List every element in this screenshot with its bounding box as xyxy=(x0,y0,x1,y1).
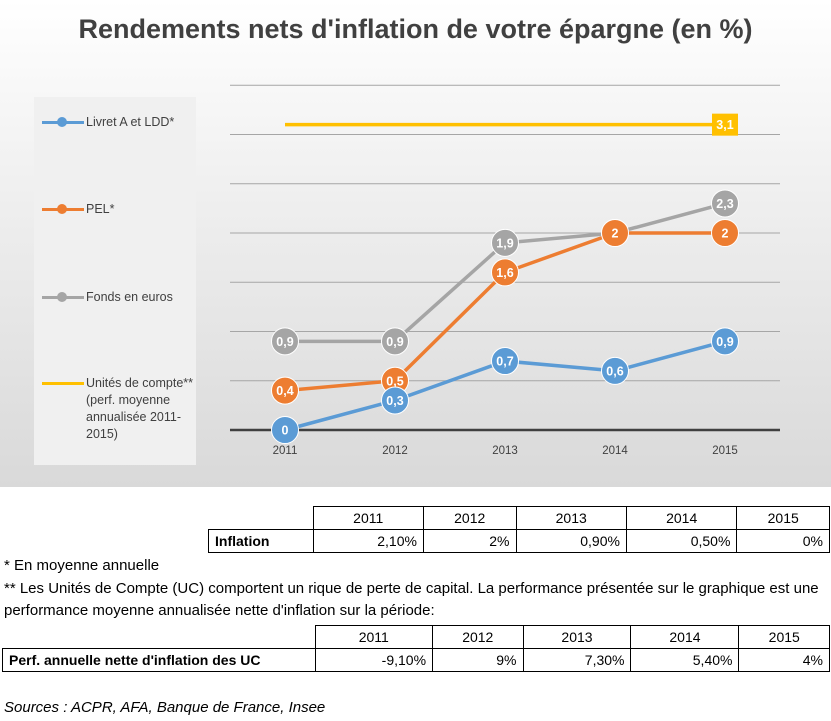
data-point xyxy=(711,189,739,218)
data-label: 2,3 xyxy=(716,197,733,211)
uc-value-2012: 9% xyxy=(432,648,524,672)
legend-label-pel: PEL* xyxy=(86,202,115,216)
chart-title: Rendements nets d'inflation de votre épa… xyxy=(78,14,753,44)
legend-marker-fonds xyxy=(57,292,67,302)
uc-year-2011: 2011 xyxy=(314,625,434,649)
legend-marker-pel xyxy=(57,204,67,214)
inflation-year-2015: 2015 xyxy=(736,506,830,530)
inflation-value-2015: 0% xyxy=(736,529,830,553)
data-point xyxy=(271,376,299,405)
inflation-year-2013: 2013 xyxy=(515,506,627,530)
inflation-year-2011: 2011 xyxy=(312,506,424,530)
inflation-value-2013: 0,90% xyxy=(515,529,627,553)
chart-plot-area: 2011 2012 2013 2014 2015 3,1 0,9 0,9 1,9 2 2,3 0,4 0… xyxy=(230,84,780,457)
uc-year-2013: 2013 xyxy=(522,625,632,649)
chart-legend: Livret A et LDD* PEL* Fonds en euros Uni… xyxy=(34,97,196,465)
data-point xyxy=(271,327,299,356)
inflation-year-2012: 2012 xyxy=(422,506,517,530)
data-point xyxy=(491,228,519,257)
data-point xyxy=(711,219,739,247)
data-point xyxy=(601,219,629,247)
legend-label-uc: Unités de compte** (perf. moyenne annual… xyxy=(86,376,194,441)
uc-table-header-row: 2011 2012 2013 2014 2015 xyxy=(3,625,830,649)
x-tick-label: 2015 xyxy=(712,445,738,457)
data-label: 0,5 xyxy=(386,374,403,388)
data-label: 1,6 xyxy=(496,266,513,280)
inflation-value-2011: 2,10% xyxy=(312,529,424,553)
uc-row-label: Perf. annuelle nette d'inflation des UC xyxy=(2,648,316,672)
uc-table-row: Perf. annuelle nette d'inflation des UC … xyxy=(2,648,830,672)
uc-year-2015: 2015 xyxy=(738,625,830,649)
uc-value-2013: 7,30% xyxy=(522,648,632,672)
inflation-table-row: Inflation 2,10% 2% 0,90% 0,50% 0% xyxy=(208,529,830,553)
x-tick-label: 2012 xyxy=(382,445,408,457)
uc-value-2011: -9,10% xyxy=(314,648,434,672)
data-label: 0,3 xyxy=(386,394,403,408)
inflation-table-header-row: 2011 2012 2013 2014 2015 xyxy=(209,506,830,530)
data-point xyxy=(381,327,409,356)
legend-swatch-uc xyxy=(42,382,84,385)
data-label: 2 xyxy=(612,227,619,241)
uc-table: 2011 2012 2013 2014 2015 Perf. annuelle … xyxy=(2,625,830,672)
inflation-year-2014: 2014 xyxy=(625,506,738,530)
x-tick-label: 2014 xyxy=(602,445,628,457)
data-point xyxy=(491,258,519,287)
x-tick-label: 2013 xyxy=(492,445,518,457)
inflation-row-label: Inflation xyxy=(208,529,314,553)
table-corner xyxy=(3,626,316,649)
legend-marker-livret xyxy=(57,117,67,127)
data-label-uc: 3,1 xyxy=(716,118,733,132)
note-uc-risk: ** Les Unités de Compte (UC) comportent … xyxy=(4,580,819,619)
data-label: 0,9 xyxy=(386,335,403,349)
uc-year-2014: 2014 xyxy=(630,625,740,649)
data-point xyxy=(271,416,299,444)
data-label: 0,7 xyxy=(496,355,513,369)
note-annual-average: * En moyenne annuelle xyxy=(4,557,160,574)
uc-value-2014: 5,40% xyxy=(630,648,740,672)
table-corner xyxy=(209,507,314,530)
inflation-value-2014: 0,50% xyxy=(625,529,738,553)
data-label: 0 xyxy=(282,424,289,438)
data-label-box-uc xyxy=(712,113,738,136)
data-label: 2 xyxy=(722,227,729,241)
data-label: 1,9 xyxy=(496,236,513,250)
x-tick-label: 2011 xyxy=(273,445,298,457)
data-point xyxy=(491,347,519,376)
chart-panel: Rendements nets d'inflation de votre épa… xyxy=(0,0,831,487)
inflation-table: 2011 2012 2013 2014 2015 Inflation 2,10%… xyxy=(208,506,830,553)
data-point xyxy=(711,327,739,356)
data-label: 0,9 xyxy=(276,335,293,349)
data-label: 0,6 xyxy=(606,364,623,378)
data-label: 0,4 xyxy=(276,384,293,398)
data-label: 0,9 xyxy=(716,335,733,349)
sources-note: Sources : ACPR, AFA, Banque de France, I… xyxy=(4,699,326,716)
uc-value-2015: 4% xyxy=(738,648,830,672)
data-point xyxy=(381,386,409,415)
legend-label-livret: Livret A et LDD* xyxy=(86,115,175,129)
legend-label-fonds: Fonds en euros xyxy=(86,290,173,304)
uc-year-2012: 2012 xyxy=(432,625,524,649)
data-point xyxy=(601,356,629,385)
inflation-value-2012: 2% xyxy=(422,529,517,553)
